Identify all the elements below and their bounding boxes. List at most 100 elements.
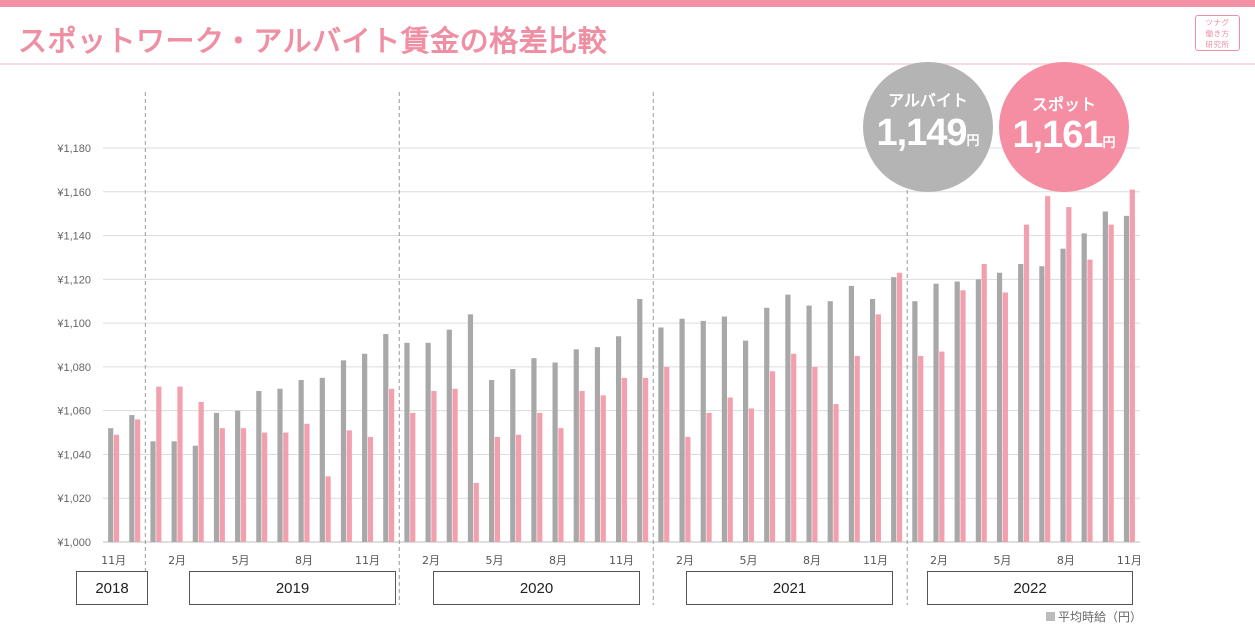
- bar-arubaito-2019-05: [235, 410, 241, 542]
- bar-arubaito-2022-05: [996, 272, 1003, 542]
- bar-spot-2022-01: [918, 355, 924, 542]
- year-box-2022: 2022: [927, 571, 1133, 605]
- bar-arubaito-2021-06: [764, 307, 770, 542]
- bar-arubaito-2022-06: [1018, 264, 1024, 542]
- year-box-2019: 2019: [189, 571, 396, 605]
- bar-arubaito-2021-10: [848, 285, 854, 542]
- bar-spot-2020-07: [537, 412, 543, 542]
- bar-spot-2021-11: [875, 314, 881, 542]
- bar-spot-2020-01: [410, 412, 416, 542]
- arubaito-callout: アルバイト 1,149円: [863, 62, 993, 192]
- bar-spot-2020-03: [452, 388, 458, 542]
- spot-callout-label: スポット: [1031, 97, 1096, 114]
- bar-arubaito-2018-12: [129, 415, 135, 542]
- title-divider: [0, 63, 1255, 65]
- bar-arubaito-2021-03: [700, 320, 706, 542]
- bar-spot-2020-05: [494, 436, 501, 542]
- spot-callout-value: 1,161円: [999, 114, 1129, 157]
- x-tick-label: 8月: [803, 554, 821, 567]
- bar-spot-2020-10: [600, 395, 606, 542]
- x-tick-label: 8月: [1057, 554, 1075, 567]
- bar-spot-2019-01: [156, 386, 162, 542]
- y-tick-label: ¥1,020: [56, 493, 91, 505]
- x-tick-label: 11月: [355, 554, 380, 567]
- bar-spot-2018-12: [135, 419, 141, 542]
- bar-spot-2022-03: [960, 290, 966, 542]
- bar-arubaito-2022-01: [912, 301, 918, 542]
- bar-arubaito-2022-09: [1081, 233, 1087, 542]
- bar-spot-2019-02: [177, 386, 183, 542]
- bar-spot-2020-02: [431, 390, 437, 542]
- x-tick-label: 2月: [422, 554, 440, 567]
- bar-spot-2019-11: [367, 436, 374, 542]
- bar-arubaito-2019-02: [171, 441, 177, 542]
- bar-spot-2022-08: [1066, 207, 1072, 542]
- x-tick-label: 11月: [609, 554, 634, 567]
- bar-spot-2021-01: [664, 366, 670, 542]
- bar-spot-2022-05: [1002, 292, 1008, 542]
- bar-spot-2019-07: [283, 432, 289, 542]
- x-tick-label: 2月: [676, 554, 694, 567]
- x-tick-label: 2月: [930, 554, 948, 567]
- y-tick-label: ¥1,180: [56, 143, 91, 155]
- bar-spot-2019-05: [240, 428, 247, 542]
- bar-arubaito-2020-06: [510, 369, 516, 542]
- bar-arubaito-2021-08: [806, 305, 812, 542]
- spot-callout: スポット 1,161円: [999, 62, 1129, 192]
- x-tick-label: 8月: [549, 554, 567, 567]
- bar-spot-2019-06: [262, 432, 268, 542]
- bar-arubaito-2019-12: [383, 334, 389, 542]
- bar-spot-2022-06: [1023, 224, 1030, 542]
- y-tick-label: ¥1,000: [56, 537, 91, 549]
- legend-square-icon: [1046, 612, 1055, 621]
- bar-arubaito-2021-02: [679, 318, 685, 542]
- bar-arubaito-2022-11: [1123, 215, 1130, 542]
- spot-value-number: 1,161: [1012, 114, 1103, 156]
- bar-arubaito-2022-10: [1102, 211, 1108, 542]
- bar-arubaito-2022-03: [954, 281, 960, 542]
- bar-spot-2020-12: [642, 377, 649, 542]
- legend-footnote: 平均時給（円）: [1046, 608, 1142, 625]
- bar-arubaito-2019-04: [213, 412, 220, 542]
- bar-arubaito-2021-11: [869, 299, 876, 542]
- bar-spot-2021-05: [748, 408, 754, 542]
- logo-line-3: 研究所: [1205, 40, 1230, 49]
- bar-arubaito-2020-01: [404, 342, 410, 542]
- x-tick-label: 5月: [486, 554, 504, 567]
- bar-spot-2021-09: [833, 404, 839, 542]
- bar-spot-2021-12: [896, 272, 903, 542]
- bar-spot-2019-04: [219, 428, 225, 542]
- bar-arubaito-2020-03: [446, 329, 452, 542]
- bar-arubaito-2020-05: [489, 380, 495, 542]
- bar-spot-2022-04: [981, 264, 987, 542]
- y-tick-label: ¥1,040: [56, 449, 91, 461]
- bar-spot-2021-08: [812, 366, 818, 542]
- arubaito-value-unit: 円: [966, 133, 980, 148]
- bar-arubaito-2022-02: [933, 283, 939, 542]
- bar-spot-2022-10: [1108, 224, 1114, 542]
- bar-arubaito-2019-09: [319, 377, 325, 542]
- arubaito-callout-value: 1,149円: [863, 112, 993, 155]
- y-tick-label: ¥1,160: [56, 187, 91, 199]
- bar-arubaito-2021-05: [742, 340, 749, 542]
- logo-line-1: ツナグ: [1205, 18, 1230, 27]
- x-axis-tick-labels: 11月 2月 5月 8月 11月 2月 5月 8月 11月 2月 5月 8月 11月 2月 5月 8月 11月: [101, 554, 1142, 567]
- bar-spot-2019-03: [198, 401, 204, 542]
- bar-arubaito-2020-04: [467, 314, 474, 542]
- bar-arubaito-2018-11: [108, 428, 114, 542]
- bar-spot-2021-02: [685, 436, 691, 542]
- footnote-text: 平均時給（円）: [1058, 610, 1143, 624]
- bar-spot-2021-03: [706, 412, 712, 542]
- bar-spot-2022-07: [1045, 196, 1051, 542]
- year-box-2021: 2021: [686, 571, 893, 605]
- bar-arubaito-2021-01: [658, 327, 664, 542]
- bar-arubaito-2019-06: [256, 390, 262, 542]
- x-tick-label: 5月: [993, 554, 1011, 567]
- bar-spot-2022-02: [939, 351, 945, 542]
- brand-logo: ツナグ 働き方 研究所: [1195, 15, 1240, 51]
- bar-arubaito-2019-10: [340, 360, 347, 542]
- top-accent-bar: [0, 0, 1255, 7]
- bar-arubaito-2019-07: [277, 388, 283, 542]
- bar-arubaito-2020-11: [616, 336, 622, 542]
